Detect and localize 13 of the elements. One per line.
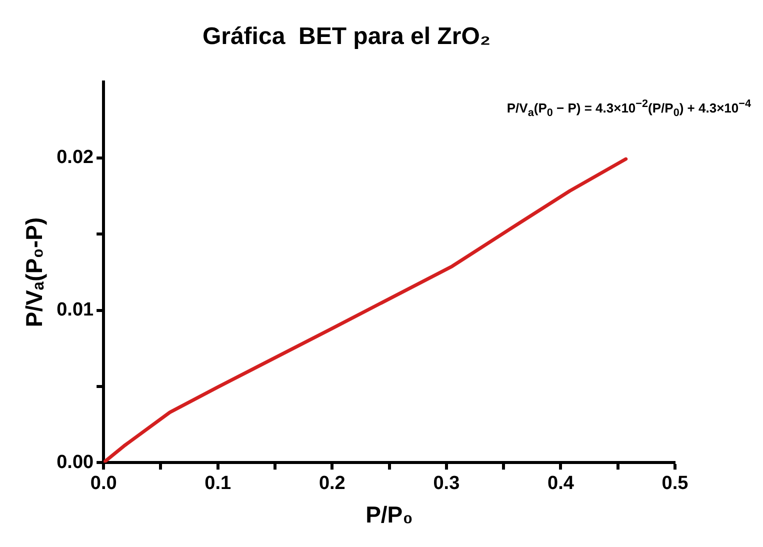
y-tick-label: 0.00: [56, 452, 94, 473]
y-tick-label: 0.01: [56, 300, 94, 321]
x-tick-label: 0.3: [433, 473, 460, 494]
x-tick-label: 0.2: [318, 473, 346, 494]
y-tick-label: 0.02: [56, 147, 94, 168]
x-tick-label: 0.0: [90, 473, 117, 494]
chart-title: Gráfica BET para el ZrO₂: [202, 23, 491, 50]
text: P/V$_{a}$(P$_{0}$ − P) = 4.3×10$^{−2}$(P/P$_{0}$) + 4.3×10$^{−4}$: [506, 98, 751, 119]
x-tick-label: 0.1: [204, 473, 232, 494]
y-axis-title: P/Vₐ(P₀-P): [21, 217, 48, 328]
x-tick-label: 0.5: [662, 473, 689, 494]
x-axis-title: P/P₀: [366, 502, 414, 528]
x-tick-label: 0.4: [548, 473, 574, 494]
